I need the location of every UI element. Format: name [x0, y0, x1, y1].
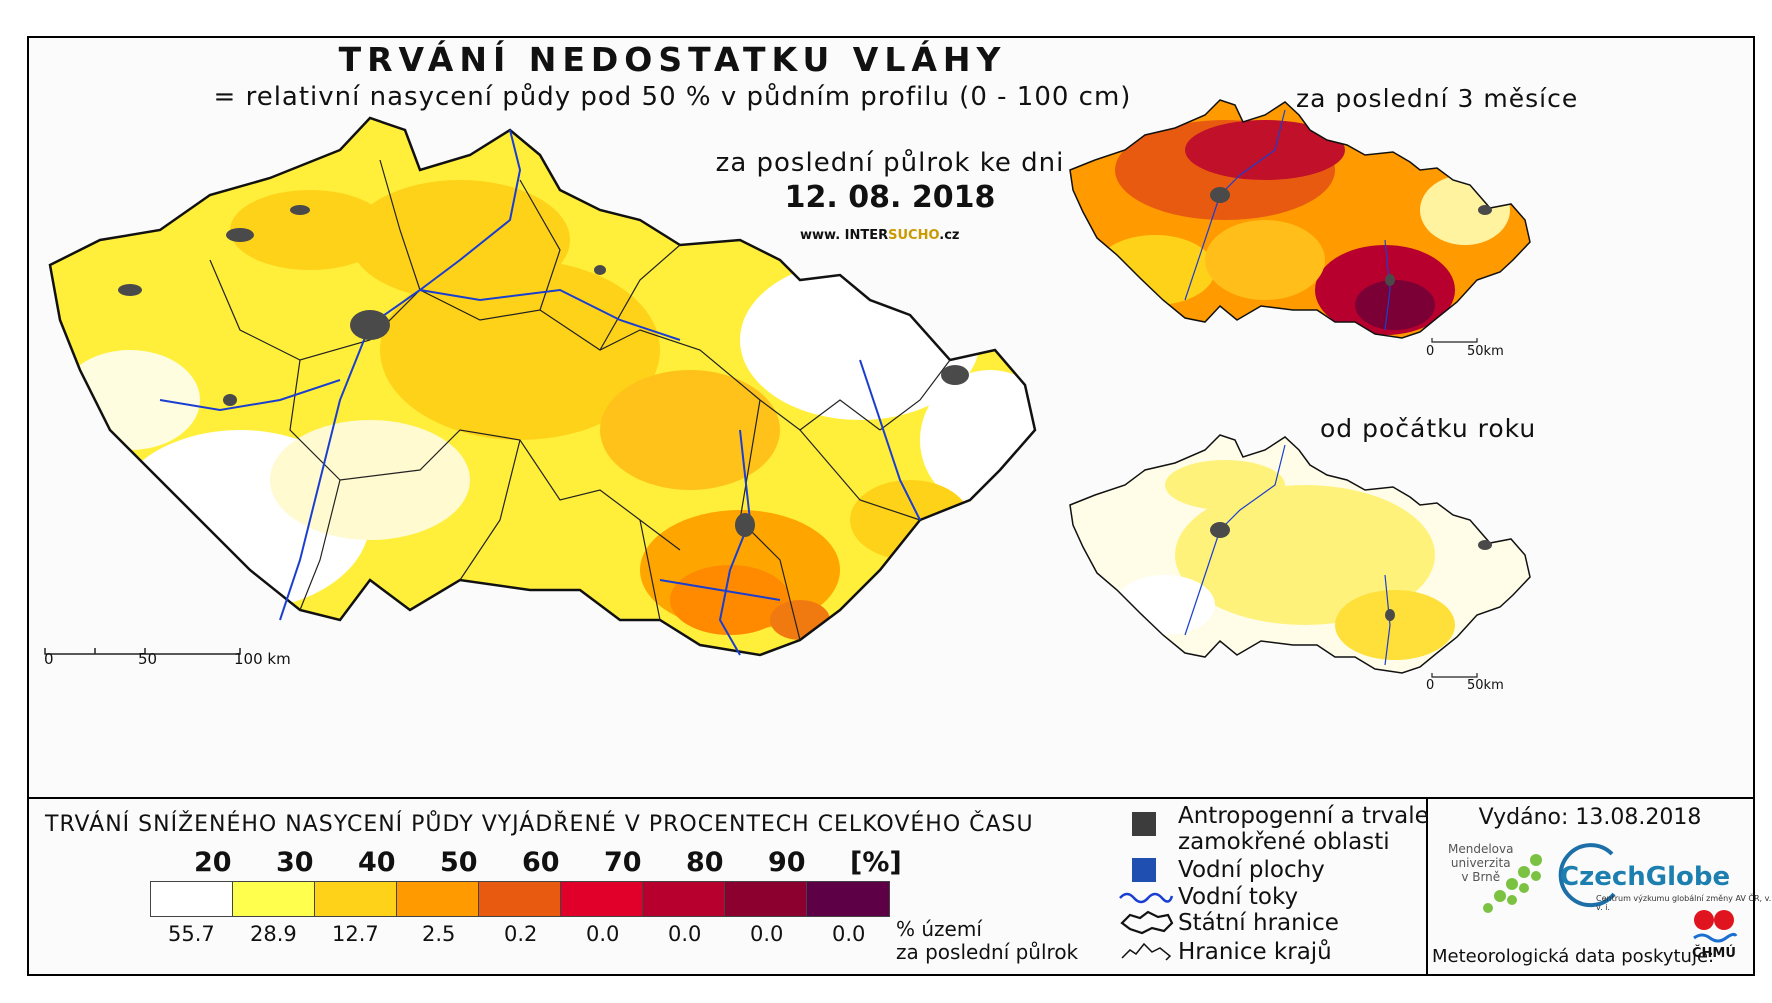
legend-swatch: [807, 882, 889, 916]
threshold-60: 60: [522, 847, 560, 878]
threshold-80: 80: [686, 847, 724, 878]
legend-swatch: [479, 882, 561, 916]
state-border-icon: [1120, 910, 1174, 935]
legend-regions: Hranice krajů: [1178, 939, 1332, 965]
inset-3m-scale-0: 0: [1426, 344, 1435, 359]
mendel-line2: univerzita: [1450, 856, 1511, 870]
region-border-icon: [1121, 942, 1172, 961]
chmu-label: ČHMÚ: [1692, 946, 1736, 961]
inset-3m-title: za poslední 3 měsíce: [1296, 84, 1579, 113]
threshold-20: 20: [194, 847, 232, 878]
river-icon: [1119, 892, 1174, 904]
map-date: 12. 08. 2018: [784, 180, 996, 215]
inset-3m-scale-50: 50km: [1467, 344, 1504, 359]
legend-water: Vodní plochy: [1178, 857, 1325, 883]
mendel-logo-text: Mendelova univerzita v Brně: [1448, 842, 1513, 884]
legend-divider: [1426, 797, 1428, 976]
period-label: za poslední půlrok ke dni: [715, 148, 1065, 178]
legend-swatch: [561, 882, 643, 916]
threshold-30: 30: [276, 847, 314, 878]
legend-swatch: [233, 882, 315, 916]
inset-year-scale-50: 50km: [1467, 678, 1504, 693]
legend-border: Státní hranice: [1178, 910, 1339, 936]
legend-title: TRVÁNÍ SNÍŽENÉHO NASYCENÍ PŮDY VYJÁDŘENÉ…: [45, 812, 1034, 837]
czechglobe-subtitle: Centrum výzkumu globální změny AV ČR, v.…: [1596, 894, 1772, 912]
mendel-line3: v Brně: [1461, 870, 1501, 884]
scale-label-50: 50: [138, 650, 158, 668]
legend-urban-line2: zamokřené oblasti: [1178, 829, 1390, 855]
threshold-90: 90: [768, 847, 806, 878]
threshold-70: 70: [604, 847, 642, 878]
scale-label-100: 100 km: [234, 650, 291, 668]
legend-swatch: [151, 882, 233, 916]
inset-year-scale-0: 0: [1426, 678, 1435, 693]
percent-value: 0.0: [586, 922, 620, 946]
percent-value: 0.0: [750, 922, 784, 946]
percent-value: 0.2: [504, 922, 538, 946]
percent-value: 28.9: [250, 922, 297, 946]
inset-year-title: od počátku roku: [1320, 414, 1537, 443]
legend-swatch: [725, 882, 807, 916]
meteo-data-credit: Meteorologická data poskytuje:: [1432, 946, 1715, 967]
chmu-logo-icon: [1693, 910, 1738, 943]
inset-year-map: [1069, 434, 1531, 678]
percent-note-line1: % území: [896, 917, 982, 941]
percent-note: % území za poslední půlrok: [896, 918, 1078, 964]
legend-swatch: [397, 882, 479, 916]
legend-swatch: [315, 882, 397, 916]
legend-rivers: Vodní toky: [1178, 884, 1299, 910]
legend-urban-line1: Antropogenní a trvale: [1178, 803, 1429, 829]
scale-label-0: 0: [44, 650, 54, 668]
threshold-50: 50: [440, 847, 478, 878]
mendel-line1: Mendelova: [1448, 842, 1514, 856]
percent-note-line2: za poslední půlrok: [896, 940, 1079, 964]
water-body-icon: [1132, 858, 1156, 882]
percent-value: 12.7: [332, 922, 379, 946]
inset-3m-map: [1069, 99, 1531, 343]
urban-area-icon: [1132, 812, 1156, 836]
website-label: www. INTERSUCHO.cz: [800, 228, 960, 243]
legend-color-scale: [150, 881, 890, 917]
threshold-unit: [%]: [850, 847, 902, 878]
percent-value: 0.0: [832, 922, 866, 946]
czechglobe-logo-icon: [1558, 843, 1616, 908]
page-title: TRVÁNÍ NEDOSTATKU VLÁHY: [338, 40, 1007, 79]
percent-value: 55.7: [168, 922, 215, 946]
percent-value: 0.0: [668, 922, 702, 946]
czechglobe-logo-text: CzechGlobe: [1560, 862, 1731, 892]
legend-panel: [27, 797, 1755, 976]
threshold-40: 40: [358, 847, 396, 878]
percent-value: 2.5: [422, 922, 456, 946]
main-scale-bar: [44, 648, 241, 655]
page-subtitle: = relativní nasycení půdy pod 50 % v půd…: [213, 82, 1132, 112]
main-drought-map: [44, 116, 1037, 657]
legend-swatch: [643, 882, 725, 916]
mendel-logo-icon: [1483, 854, 1542, 913]
issued-date: Vydáno: 13.08.2018: [1478, 805, 1702, 830]
